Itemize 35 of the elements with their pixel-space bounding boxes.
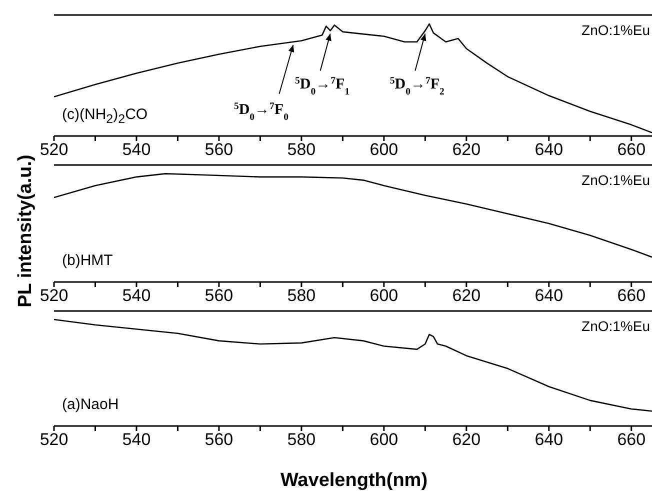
- x-tick-label: 540: [122, 286, 151, 306]
- x-tick-label: 620: [452, 430, 481, 450]
- x-tick-label: 540: [122, 140, 151, 160]
- x-tick-label: 580: [287, 286, 316, 306]
- x-tick-label: 560: [204, 140, 234, 160]
- annotation: ZnO:1%Eu: [582, 172, 650, 188]
- x-tick-label: 660: [617, 430, 646, 450]
- x-tick-label: 600: [370, 286, 398, 306]
- y-axis-title: PL intensity(a.u.): [15, 154, 36, 308]
- x-tick-label: 620: [452, 286, 481, 306]
- x-tick-label: 540: [122, 430, 151, 450]
- annotation: (b)HMT: [62, 252, 113, 269]
- x-tick-label: 560: [204, 430, 234, 450]
- annotation: ZnO:1%Eu: [582, 22, 650, 38]
- x-tick-label: 660: [617, 286, 646, 306]
- x-tick-label: 600: [370, 140, 398, 160]
- annotation: (c)(NH$_{2}$)$_{2}$CO: [62, 106, 148, 126]
- annotation: (a)NaoH: [62, 396, 119, 413]
- x-tick-label: 600: [370, 430, 398, 450]
- annotation: ZnO:1%Eu: [582, 318, 650, 334]
- x-tick-label: 520: [40, 286, 68, 306]
- x-tick-label: 520: [40, 140, 68, 160]
- x-tick-label: 520: [40, 430, 68, 450]
- x-tick-label: 620: [452, 140, 481, 160]
- x-tick-label: 640: [534, 140, 564, 160]
- x-axis-title: Wavelength(nm): [280, 470, 428, 491]
- x-tick-label: 560: [204, 286, 234, 306]
- annotation: $^{5}$D$_{0}$→$^{7}$F$_{2}$: [390, 75, 445, 98]
- x-tick-label: 640: [534, 286, 564, 306]
- x-tick-label: 660: [617, 140, 646, 160]
- annotation: $^{5}$D$_{0}$→$^{7}$F$_{1}$: [295, 75, 350, 98]
- annotation: $^{5}$D$_{0}$→$^{7}$F$_{0}$: [234, 100, 289, 122]
- x-tick-label: 640: [534, 430, 564, 450]
- x-tick-label: 580: [287, 140, 316, 160]
- x-tick-label: 580: [287, 430, 316, 450]
